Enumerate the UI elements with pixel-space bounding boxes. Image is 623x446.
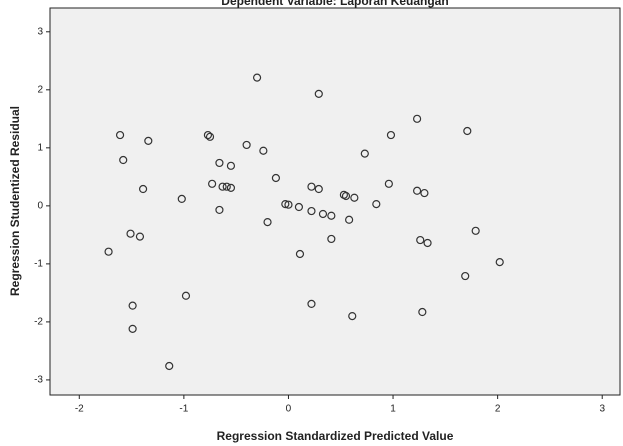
point bbox=[295, 249, 305, 259]
x-tick-label: 1 bbox=[390, 404, 396, 415]
point bbox=[294, 202, 304, 212]
point bbox=[307, 299, 316, 309]
point bbox=[104, 247, 113, 256]
y-tick-label: 1 bbox=[37, 142, 43, 153]
y-tick-label: -2 bbox=[34, 317, 43, 328]
point bbox=[203, 130, 213, 140]
point bbox=[461, 271, 470, 281]
x-tick-label: 3 bbox=[599, 404, 605, 415]
point bbox=[307, 206, 316, 216]
point bbox=[423, 238, 432, 248]
point bbox=[222, 182, 231, 191]
point bbox=[418, 307, 427, 317]
point bbox=[372, 200, 381, 209]
point bbox=[218, 182, 227, 191]
x-tick-label: 2 bbox=[495, 404, 501, 415]
y-tick-label: 2 bbox=[37, 84, 43, 95]
point bbox=[463, 126, 472, 136]
point bbox=[215, 205, 224, 215]
point bbox=[126, 229, 135, 238]
y-tick-label: 3 bbox=[37, 26, 43, 37]
point bbox=[242, 140, 251, 150]
y-tick-label: -3 bbox=[34, 375, 43, 386]
point bbox=[345, 215, 354, 224]
point bbox=[226, 161, 236, 170]
point bbox=[205, 132, 215, 141]
point bbox=[115, 130, 125, 140]
point bbox=[341, 191, 351, 201]
point bbox=[181, 291, 191, 300]
y-tick-label: 0 bbox=[37, 200, 43, 211]
point bbox=[284, 200, 293, 209]
point bbox=[307, 182, 316, 191]
plot-area bbox=[49, 7, 621, 396]
point bbox=[471, 226, 480, 235]
point bbox=[135, 232, 145, 241]
chart-title: Dependent Variable: Laporan Keuangan bbox=[221, 0, 448, 8]
point bbox=[252, 73, 262, 82]
y-tick-label: -1 bbox=[34, 259, 43, 270]
point bbox=[420, 188, 429, 198]
point bbox=[314, 184, 323, 194]
point bbox=[259, 146, 268, 155]
point bbox=[314, 89, 323, 98]
point bbox=[128, 301, 137, 310]
y-axis-label: Regression Studentized Residual bbox=[8, 106, 22, 296]
point bbox=[165, 361, 174, 371]
point bbox=[215, 158, 224, 168]
point bbox=[327, 234, 336, 244]
point bbox=[348, 311, 357, 321]
point bbox=[263, 217, 272, 227]
x-tick-label: -1 bbox=[179, 404, 188, 415]
point bbox=[413, 114, 422, 123]
point bbox=[177, 194, 186, 203]
point bbox=[226, 183, 236, 192]
point bbox=[350, 193, 359, 202]
point bbox=[119, 155, 128, 165]
point bbox=[271, 173, 281, 183]
x-axis-label: Regression Standardized Predicted Value bbox=[217, 429, 454, 443]
x-tick-label: 0 bbox=[286, 404, 292, 415]
point bbox=[360, 149, 369, 158]
point bbox=[138, 184, 148, 194]
point bbox=[386, 130, 396, 140]
point bbox=[416, 235, 425, 245]
point bbox=[495, 258, 504, 267]
point bbox=[208, 179, 217, 188]
point bbox=[327, 211, 336, 220]
point bbox=[144, 136, 153, 145]
point bbox=[318, 209, 328, 219]
point bbox=[413, 186, 422, 195]
point bbox=[384, 179, 393, 188]
x-tick-label: -2 bbox=[75, 404, 84, 415]
point bbox=[281, 200, 290, 209]
point bbox=[128, 324, 137, 333]
